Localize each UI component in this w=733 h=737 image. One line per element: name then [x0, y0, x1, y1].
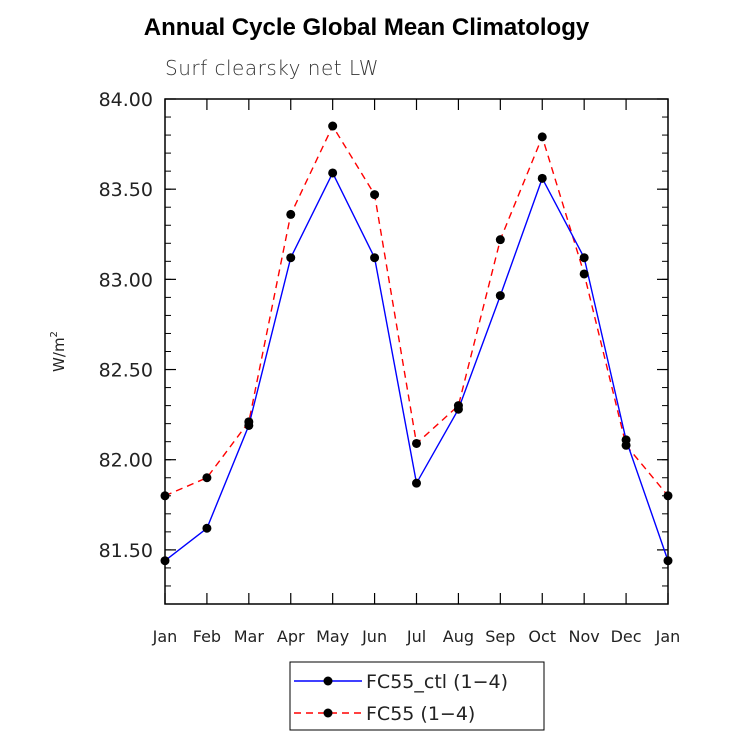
- data-point-series0: [579, 253, 589, 263]
- data-point-series0: [286, 253, 296, 263]
- data-point-series1: [160, 491, 170, 501]
- data-point-series1: [579, 269, 589, 279]
- y-tick-label: 83.00: [99, 269, 153, 291]
- x-tick-label: Feb: [193, 627, 221, 646]
- x-tick-label: Aug: [443, 627, 474, 646]
- data-point-series0: [370, 253, 380, 263]
- x-tick-label: Sep: [485, 627, 515, 646]
- y-tick-label: 83.50: [99, 179, 153, 201]
- data-point-series1: [537, 132, 547, 142]
- chart-title: Annual Cycle Global Mean Climatology: [143, 14, 590, 41]
- data-point-series0: [621, 435, 631, 445]
- plot-frame: [164, 98, 669, 605]
- legend: FC55_ctl (1−4) FC55 (1−4): [289, 661, 545, 731]
- chart-subtitle: Surf clearsky net LW: [165, 56, 380, 80]
- x-tick-label: Jan: [152, 627, 178, 646]
- y-tick-label: 82.50: [99, 360, 153, 382]
- x-tick-label: Jun: [361, 627, 387, 646]
- data-point-series0: [328, 168, 338, 178]
- data-point-series0: [537, 173, 547, 183]
- data-point-series1: [495, 235, 505, 245]
- y-tick-label: 82.00: [99, 450, 153, 472]
- legend-box: [289, 661, 545, 731]
- x-tick-label: Dec: [611, 627, 642, 646]
- data-point-series1: [286, 209, 296, 219]
- y-axis-label-superscript: 2: [49, 331, 60, 337]
- x-tick-label: May: [316, 627, 349, 646]
- data-point-series0: [412, 478, 421, 488]
- x-tick-label: Oct: [528, 627, 556, 646]
- x-tick-label: Mar: [234, 627, 265, 646]
- data-point-series1: [663, 491, 673, 501]
- legend-marker-0: [323, 676, 333, 686]
- legend-marker-1: [323, 708, 333, 718]
- data-point-series0: [244, 420, 254, 430]
- y-tick-label: 84.00: [99, 89, 153, 111]
- data-point-series0: [495, 291, 505, 301]
- data-point-series1: [412, 438, 421, 448]
- legend-label-0: FC55_ctl (1−4): [366, 671, 508, 693]
- data-point-series1: [328, 121, 338, 131]
- x-tick-label: Jan: [655, 627, 681, 646]
- x-tick-label: Jul: [406, 627, 426, 646]
- y-tick-label: 81.50: [99, 540, 153, 562]
- y-axis-label: W/m2: [49, 331, 68, 372]
- x-tick-label: Nov: [569, 627, 600, 646]
- data-point-series1: [370, 190, 380, 200]
- x-tick-label: Apr: [277, 627, 305, 646]
- data-point-series0: [663, 556, 673, 566]
- data-point-series0: [160, 556, 170, 566]
- data-point-series1: [202, 473, 212, 483]
- data-point-series0: [202, 523, 212, 533]
- data-point-series0: [453, 404, 463, 414]
- series-line-0: [164, 171, 669, 562]
- legend-label-1: FC55 (1−4): [366, 703, 475, 725]
